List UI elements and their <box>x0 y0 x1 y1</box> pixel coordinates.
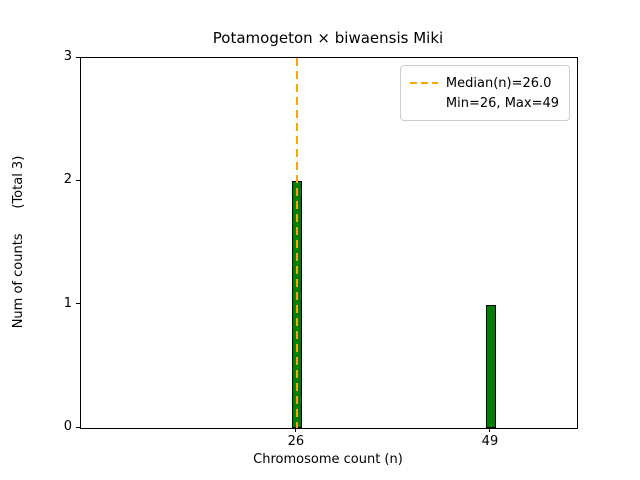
bar-n49 <box>486 304 496 428</box>
y-tick-label-2: 2 <box>63 172 72 188</box>
y-tick-3 <box>76 56 80 58</box>
y-tick-1 <box>76 303 80 305</box>
x-tick-26 <box>295 428 297 432</box>
x-tick-label-49: 49 <box>481 434 499 449</box>
y-axis-label: Num of counts (Total 3) <box>11 155 26 329</box>
chart-title: Potamogeton × biwaensis Miki <box>212 29 444 47</box>
y-tick-label-1: 1 <box>63 295 72 311</box>
legend-label-median: Median(n)=26.0 <box>445 75 552 91</box>
x-axis-label: Chromosome count (n) <box>253 452 403 467</box>
y-tick-label-3: 3 <box>63 49 72 64</box>
median-vline <box>295 58 298 428</box>
legend: Median(n)=26.0 Min=26, Max=49 <box>399 65 570 121</box>
y-tick-label-0: 0 <box>63 419 72 434</box>
plot-area: Median(n)=26.0 Min=26, Max=49 <box>80 57 578 429</box>
x-tick-label-26: 26 <box>287 434 305 449</box>
x-tick-49 <box>489 428 491 432</box>
legend-entry-median: Median(n)=26.0 <box>409 73 559 93</box>
y-tick-2 <box>76 179 80 181</box>
legend-entry-minmax: Min=26, Max=49 <box>410 93 559 113</box>
y-tick-0 <box>76 426 80 428</box>
median-dashed-line-icon <box>409 82 438 84</box>
legend-label-minmax: Min=26, Max=49 <box>445 95 559 111</box>
legend-swatch-empty <box>410 102 438 104</box>
